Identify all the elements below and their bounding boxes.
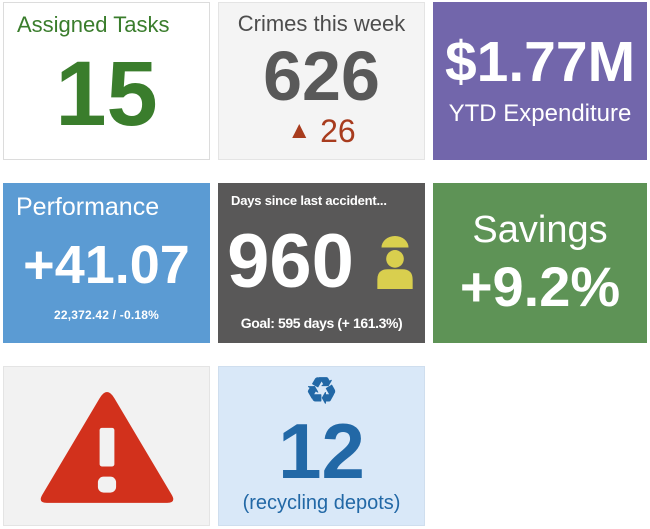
card-savings: Savings +9.2% bbox=[433, 183, 647, 343]
performance-value: +41.07 bbox=[23, 235, 190, 295]
crimes-title: Crimes this week bbox=[237, 11, 406, 36]
crimes-delta-value: 26 bbox=[320, 113, 356, 149]
crimes-delta: ▲ 26 bbox=[287, 115, 355, 147]
performance-title: Performance bbox=[16, 193, 160, 221]
assigned-tasks-title: Assigned Tasks bbox=[17, 12, 170, 37]
performance-detail: 22,372.42 / -0.18% bbox=[53, 308, 159, 322]
kpi-grid: Assigned Tasks 15 Crimes this week 626 ▲… bbox=[3, 2, 647, 526]
card-ytd-expenditure: $1.77M YTD Expenditure bbox=[433, 2, 647, 160]
crimes-value: 626 bbox=[263, 37, 380, 115]
expenditure-value: $1.77M bbox=[444, 30, 636, 94]
card-performance: Performance +41.07 22,372.42 / -0.18% bbox=[3, 183, 210, 343]
worker-person-icon bbox=[377, 235, 413, 289]
warning-triangle-icon bbox=[40, 392, 173, 503]
card-days-since-accident: Days since last accident... 960 Goal: 59… bbox=[218, 183, 425, 343]
card-assigned-tasks: Assigned Tasks 15 bbox=[3, 2, 210, 160]
savings-title: Savings bbox=[472, 209, 608, 251]
card-alert bbox=[3, 366, 210, 526]
recycling-label: (recycling depots) bbox=[242, 492, 401, 514]
recycling-value: 12 bbox=[278, 407, 365, 496]
card-recycling-depots: ♻ 12 (recycling depots) bbox=[218, 366, 425, 526]
expenditure-label: YTD Expenditure bbox=[448, 100, 632, 127]
accident-value-row: 960 bbox=[218, 218, 425, 304]
recycling-icon: ♻ bbox=[305, 370, 338, 411]
up-triangle-icon: ▲ bbox=[287, 117, 312, 144]
accident-goal: Goal: 595 days (+ 161.3%) bbox=[240, 315, 403, 331]
card-crimes-this-week: Crimes this week 626 ▲ 26 bbox=[218, 2, 425, 160]
empty-cell bbox=[433, 366, 647, 526]
savings-value: +9.2% bbox=[459, 255, 621, 318]
accident-value: 960 bbox=[227, 218, 354, 304]
accident-title: Days since last accident... bbox=[231, 193, 387, 208]
assigned-tasks-value: 15 bbox=[55, 42, 158, 145]
